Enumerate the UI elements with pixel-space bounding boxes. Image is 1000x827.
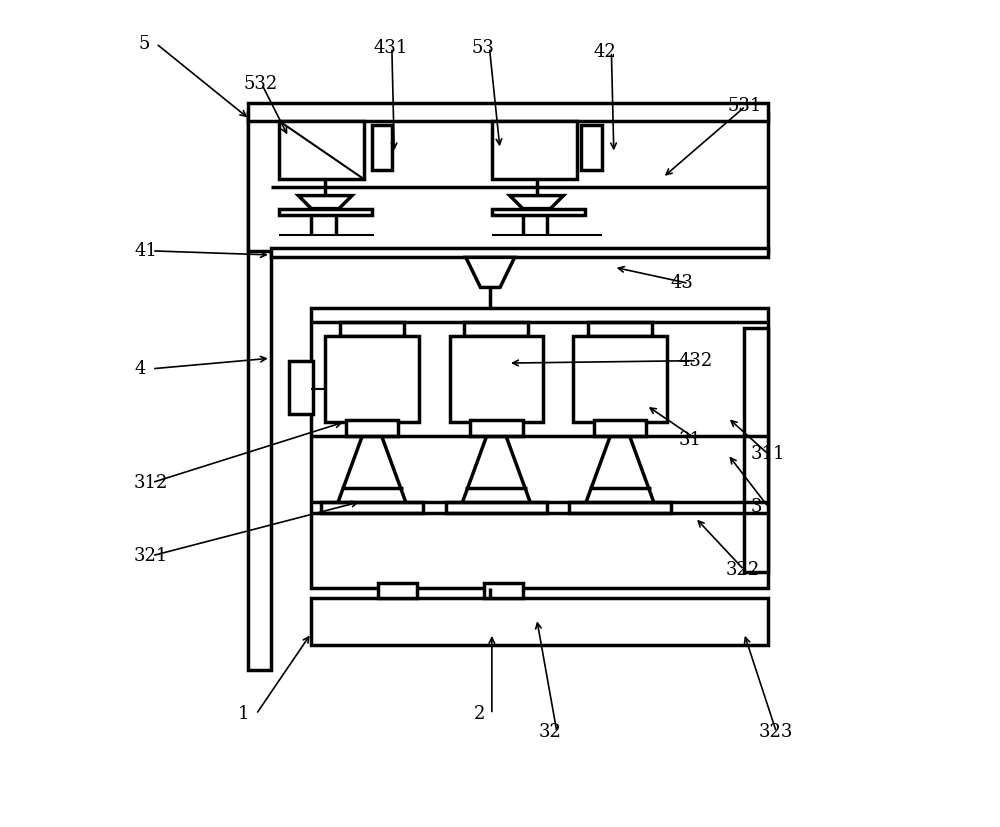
- Text: 31: 31: [679, 431, 702, 448]
- Text: 312: 312: [134, 474, 168, 491]
- Text: 532: 532: [244, 75, 278, 93]
- Bar: [588, 322, 652, 337]
- Bar: [248, 112, 768, 251]
- Bar: [279, 121, 364, 179]
- Text: 321: 321: [134, 547, 168, 565]
- Bar: [346, 420, 398, 437]
- Bar: [446, 502, 547, 513]
- Bar: [492, 208, 585, 215]
- Polygon shape: [466, 257, 515, 288]
- Text: 531: 531: [728, 97, 762, 115]
- Bar: [311, 598, 768, 645]
- Bar: [594, 420, 646, 437]
- Bar: [321, 502, 423, 513]
- Bar: [470, 420, 523, 437]
- Text: 322: 322: [726, 561, 760, 579]
- Text: 4: 4: [134, 360, 145, 378]
- Text: 2: 2: [474, 705, 485, 724]
- Bar: [271, 247, 768, 257]
- Bar: [378, 583, 417, 598]
- Text: 1: 1: [238, 705, 250, 724]
- Bar: [464, 322, 528, 337]
- Text: 53: 53: [472, 39, 494, 56]
- Text: 311: 311: [750, 445, 785, 463]
- Bar: [744, 328, 768, 572]
- Bar: [492, 121, 577, 179]
- Bar: [311, 308, 768, 588]
- Bar: [289, 361, 313, 414]
- Text: 3: 3: [750, 498, 762, 516]
- Bar: [581, 125, 602, 170]
- Text: 42: 42: [594, 43, 616, 60]
- Text: 43: 43: [671, 275, 694, 293]
- Polygon shape: [298, 196, 352, 208]
- Bar: [248, 103, 768, 121]
- Text: 323: 323: [759, 724, 793, 741]
- Bar: [569, 502, 671, 513]
- Text: 431: 431: [374, 39, 408, 56]
- Text: 432: 432: [679, 351, 713, 370]
- Bar: [325, 337, 419, 422]
- Polygon shape: [510, 196, 563, 208]
- Bar: [484, 583, 523, 598]
- Bar: [248, 112, 271, 670]
- Bar: [573, 337, 667, 422]
- Text: 41: 41: [134, 241, 157, 260]
- Text: 5: 5: [138, 35, 150, 53]
- Bar: [279, 208, 372, 215]
- Text: 32: 32: [539, 724, 562, 741]
- Bar: [372, 125, 392, 170]
- Bar: [450, 337, 543, 422]
- Bar: [340, 322, 404, 337]
